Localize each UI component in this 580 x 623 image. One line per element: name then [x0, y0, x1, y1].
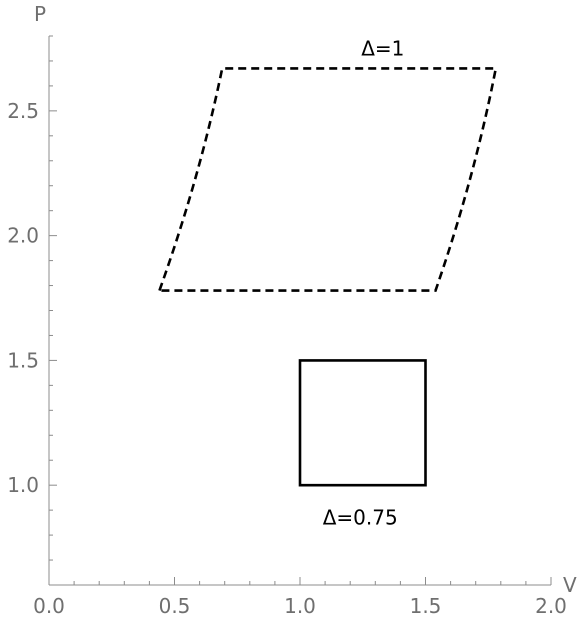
y-tick-label: 1.5: [7, 348, 39, 372]
x-tick-labels: 0.0 0.5 1.0 1.5 2.0: [33, 594, 567, 618]
x-tick-label: 1.5: [410, 594, 442, 618]
x-tick-label: 2.0: [535, 594, 567, 618]
cycle-delta-0-75: [300, 360, 426, 485]
annotation-label: Δ=1: [361, 36, 404, 60]
y-axis: 1.0 1.5 2.0 2.5 P: [7, 2, 57, 585]
cycle-delta-1: [159, 68, 495, 290]
x-tick-label: 0.0: [33, 594, 65, 618]
y-axis-title: P: [34, 2, 46, 26]
x-tick-label: 1.0: [284, 594, 316, 618]
x-axis-title: V: [563, 573, 577, 597]
y-tick-label: 1.0: [7, 473, 39, 497]
y-tick-labels: 1.0 1.5 2.0 2.5: [7, 99, 39, 497]
x-ticks: [49, 577, 551, 585]
annotation-label: Δ=0.75: [323, 506, 398, 530]
y-ticks: [49, 36, 57, 585]
x-axis: 0.0 0.5 1.0 1.5 2.0 V: [33, 573, 577, 618]
y-tick-label: 2.5: [7, 99, 39, 123]
y-tick-label: 2.0: [7, 224, 39, 248]
annotation-layer: Δ=1 Δ=0.75: [323, 36, 405, 529]
x-tick-label: 0.5: [159, 594, 191, 618]
series-layer: [159, 68, 495, 485]
